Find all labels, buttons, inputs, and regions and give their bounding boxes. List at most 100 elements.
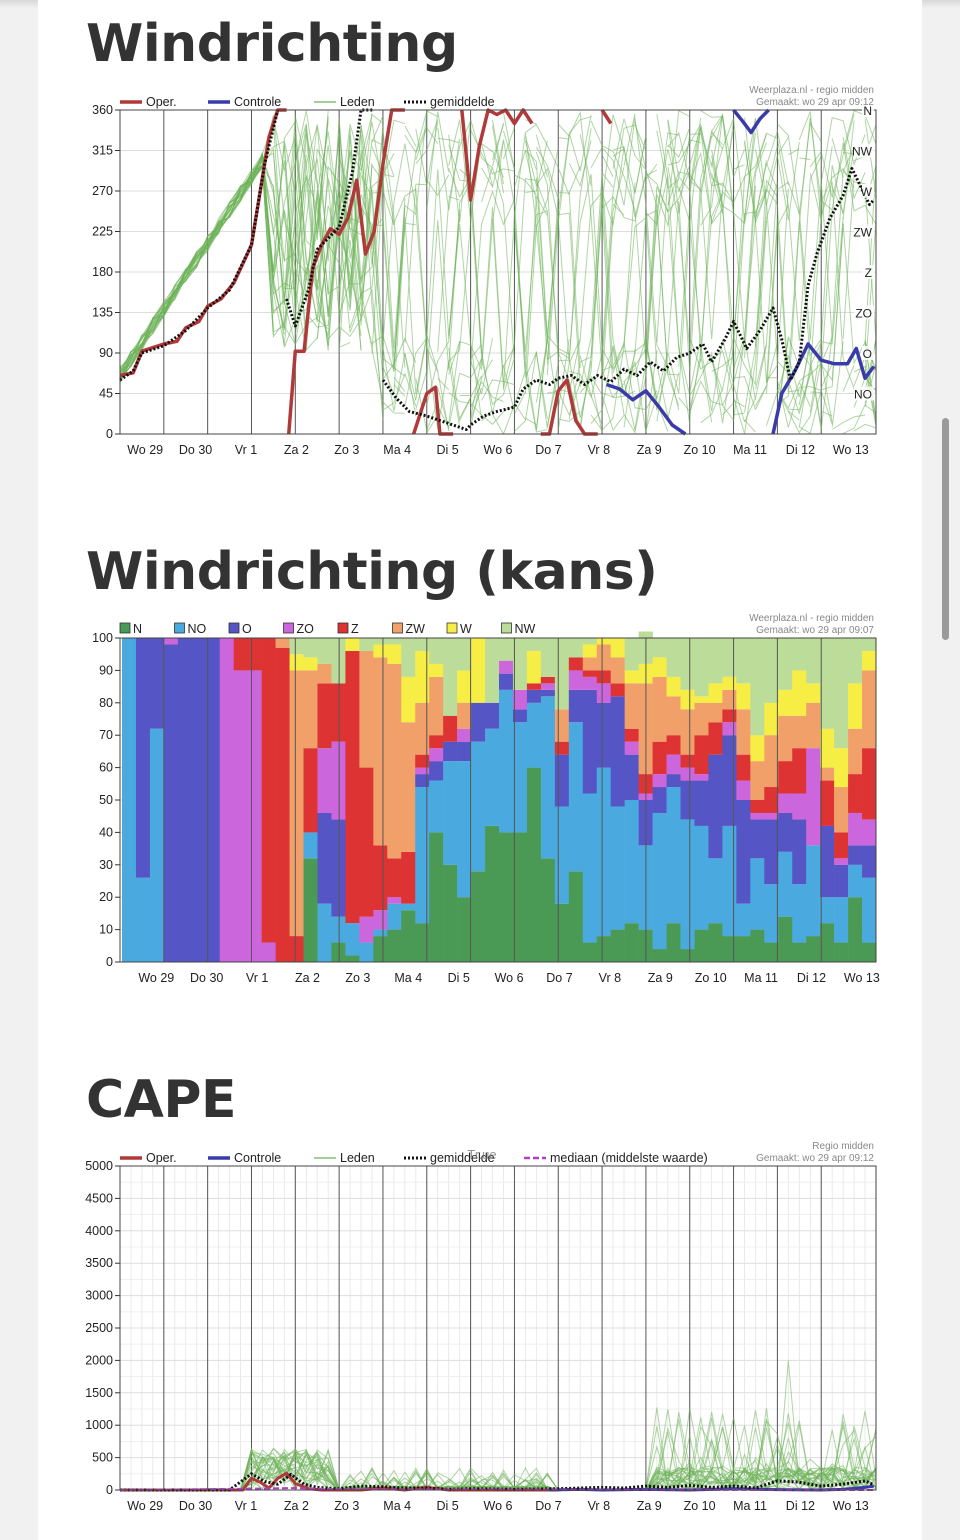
- member-line: [119, 119, 877, 426]
- legend-label: gemiddelde: [430, 95, 495, 109]
- bar-segment: [303, 832, 318, 859]
- bar-segment: [862, 942, 877, 962]
- bar-segment: [764, 884, 779, 943]
- bar-segment: [387, 638, 402, 645]
- bar-segment: [666, 774, 681, 788]
- x-tick-label: Zo 10: [695, 971, 727, 985]
- bar-segment: [373, 657, 388, 846]
- bar-segment: [848, 683, 863, 729]
- legend-swatch: [228, 622, 240, 634]
- bar-segment: [289, 638, 304, 655]
- bar-segment: [526, 683, 542, 690]
- bar-segment: [247, 638, 262, 671]
- bar-segment: [429, 735, 444, 749]
- bar-segment: [820, 767, 835, 781]
- y-tick-label: 40: [99, 825, 113, 839]
- compass-label: NO: [854, 388, 872, 402]
- bar-segment: [568, 638, 584, 658]
- legend-label: mediaan (middelste waarde): [550, 1151, 708, 1165]
- section-title-cape: CAPE: [86, 1070, 237, 1130]
- bar-segment: [345, 650, 360, 924]
- bar-segment: [526, 689, 542, 703]
- bar-segment: [778, 793, 793, 813]
- bar-segment: [429, 761, 444, 781]
- x-tick-label: Ma 4: [383, 443, 411, 457]
- bar-segment: [680, 638, 695, 690]
- x-tick-label: Wo 13: [833, 443, 869, 457]
- bar-segment: [694, 702, 709, 736]
- bar-segment: [512, 832, 528, 962]
- bar-segment: [778, 851, 793, 917]
- y-tick-label: 90: [99, 346, 113, 360]
- bar-segment: [624, 923, 639, 962]
- legend-label: Leden: [340, 95, 375, 109]
- legend-swatch: [446, 622, 458, 634]
- bar-segment: [666, 735, 681, 755]
- bar-segment: [582, 942, 598, 962]
- bar-segment: [471, 638, 486, 703]
- bar-segment: [554, 754, 570, 807]
- y-tick-label: 0: [106, 955, 113, 969]
- credit-text: Weerplaza.nl - regio midden: [749, 85, 874, 96]
- legend-label: NO: [188, 622, 207, 636]
- chart-windrichting: 0 45 90 135 180 225 270 315 360 N NW W ZW Z ZO O NO Wo 29…: [92, 85, 960, 457]
- y-tick-label: 1000: [85, 1418, 113, 1432]
- bar-segment: [750, 812, 765, 820]
- bar-segment: [512, 709, 528, 723]
- bar-segment: [289, 936, 304, 962]
- member-line: [119, 119, 877, 422]
- bar-segment: [233, 670, 248, 962]
- bar-segment: [792, 942, 807, 962]
- bar-segment: [485, 702, 500, 729]
- x-tick-label: Do 7: [546, 971, 572, 985]
- bar-segment: [862, 670, 877, 749]
- bar-segment: [163, 638, 179, 645]
- bar-segment: [289, 670, 304, 937]
- scrollbar-thumb[interactable]: [942, 418, 949, 640]
- bar-segment: [512, 689, 528, 710]
- bar-segment: [596, 702, 612, 768]
- bar-segment: [666, 754, 681, 775]
- bar-segment: [764, 812, 779, 820]
- bar-segment: [485, 825, 500, 962]
- bar-segment: [485, 638, 500, 703]
- legend-label: Controle: [234, 1151, 281, 1165]
- bar-segment: [806, 748, 821, 846]
- bar-segment: [862, 748, 877, 820]
- bar-segment: [750, 735, 765, 762]
- y-tick-label: 60: [99, 761, 113, 775]
- bar-segment: [289, 654, 304, 671]
- y-tick-label: 0: [106, 1483, 113, 1497]
- bar-segment: [652, 676, 667, 742]
- bar-segment: [149, 638, 165, 729]
- y-tick-label: 1500: [85, 1386, 113, 1400]
- bar-segment: [499, 638, 514, 661]
- bar-segment: [722, 638, 737, 677]
- bar-segment: [848, 864, 863, 898]
- bar-segment: [499, 660, 514, 674]
- y-tick-label: 100: [92, 631, 113, 645]
- bar-segment: [303, 670, 318, 749]
- y-tick-label: 80: [99, 696, 113, 710]
- bar-segment: [652, 787, 667, 813]
- bar-segment: [303, 858, 318, 962]
- legend-label: Controle: [234, 95, 281, 109]
- x-tick-label: Ma 4: [394, 971, 422, 985]
- legend-swatch: [501, 622, 512, 634]
- bar-segment: [624, 683, 639, 729]
- y-tick-label: 70: [99, 728, 113, 742]
- bar-segment: [540, 638, 556, 677]
- bar-segment: [652, 774, 667, 788]
- bar-segment: [666, 676, 681, 697]
- x-tick-label: Za 2: [284, 443, 309, 457]
- x-tick-label: Wo 6: [484, 1499, 513, 1513]
- bar-segment: [680, 754, 695, 768]
- y-tick-label: 4500: [85, 1191, 113, 1205]
- bar-segment: [666, 638, 681, 677]
- y-tick-label: 90: [99, 663, 113, 677]
- bar-segment: [401, 851, 416, 904]
- bar-segment: [499, 673, 514, 690]
- bar-segment: [834, 787, 849, 833]
- x-tick-label: Vr 8: [599, 971, 622, 985]
- bar-segment: [512, 722, 528, 833]
